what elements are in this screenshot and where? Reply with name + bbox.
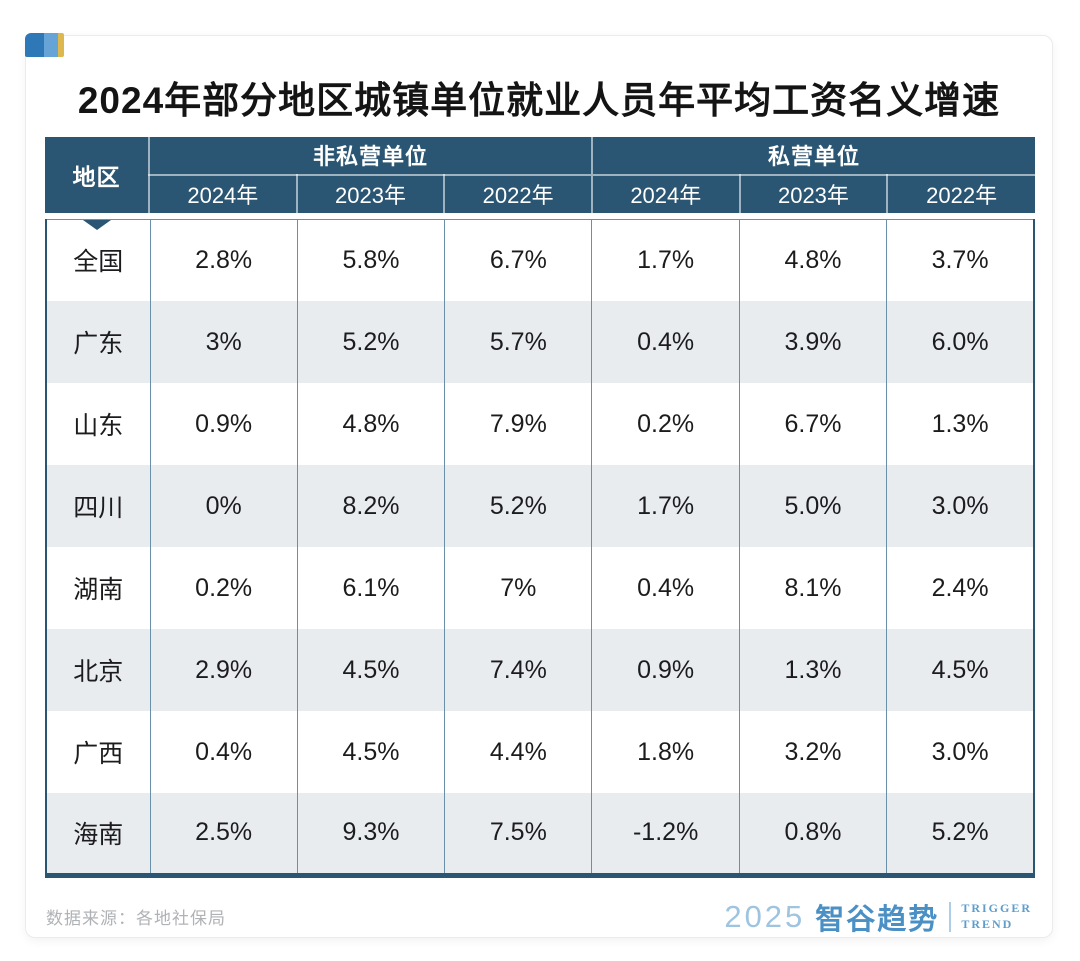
corner-flag-dark-blue-segment bbox=[25, 33, 44, 57]
value-cell: 2.4% bbox=[886, 547, 1034, 630]
value-cell: 4.5% bbox=[296, 629, 445, 712]
value-cell: 0% bbox=[149, 465, 298, 548]
value-cell: 6.0% bbox=[886, 301, 1034, 384]
region-cell: 四川 bbox=[73, 494, 124, 523]
value-cell: 4.8% bbox=[296, 383, 445, 466]
table-row: 北京 2.9% 4.5% 7.4% 0.9% 1.3% 4.5% bbox=[46, 629, 1034, 712]
value-cell: 0.2% bbox=[591, 383, 740, 466]
value-cell: 1.7% bbox=[591, 465, 740, 548]
value-cell: 6.1% bbox=[296, 547, 445, 630]
logo-brand-en: TRIGGER TREND bbox=[961, 901, 1032, 932]
value-cell: 1.8% bbox=[591, 711, 740, 794]
table-row: 广西 0.4% 4.5% 4.4% 1.8% 3.2% 3.0% bbox=[46, 711, 1034, 794]
table-row: 四川 0% 8.2% 5.2% 1.7% 5.0% 3.0% bbox=[46, 465, 1034, 548]
value-cell: -1.2% bbox=[591, 793, 740, 876]
logo-brand-cn: 智谷趋势 bbox=[815, 903, 940, 936]
value-cell: 0.4% bbox=[149, 711, 298, 794]
infographic-card: 2024年部分地区城镇单位就业人员年平均工资名义增速 地区 非私营单位 私营单位… bbox=[25, 33, 1053, 938]
value-cell: 8.2% bbox=[296, 465, 445, 548]
region-cell: 湖南 bbox=[73, 576, 124, 605]
region-cell: 全国 bbox=[73, 248, 124, 277]
value-cell: 0.4% bbox=[591, 301, 740, 384]
value-cell: 3.9% bbox=[738, 301, 887, 384]
value-cell: 6.7% bbox=[738, 383, 887, 466]
table-row: 湖南 0.2% 6.1% 7% 0.4% 8.1% 2.4% bbox=[46, 547, 1034, 630]
table-body: 全国 2.8% 5.8% 6.7% 1.7% 4.8% 3.7% 广东 3% 5… bbox=[45, 218, 1035, 878]
header-region: 地区 bbox=[45, 136, 149, 213]
corner-flag-gold-segment bbox=[58, 33, 64, 57]
brand-corner-flag-icon bbox=[25, 33, 64, 57]
table-row: 海南 2.5% 9.3% 7.5% -1.2% 0.8% 5.2% bbox=[46, 793, 1034, 876]
value-cell: 5.2% bbox=[296, 301, 445, 384]
value-cell: 4.5% bbox=[296, 711, 445, 794]
page-title: 2024年部分地区城镇单位就业人员年平均工资名义增速 bbox=[77, 80, 1001, 121]
value-cell: 5.2% bbox=[886, 793, 1034, 876]
table-body-wrap: 全国 2.8% 5.8% 6.7% 1.7% 4.8% 3.7% 广东 3% 5… bbox=[45, 218, 1035, 878]
logo-year: 2025 bbox=[724, 898, 806, 934]
header-year-row: 2024年 2023年 2022年 2024年 2023年 2022年 bbox=[45, 174, 1035, 213]
header-year-np-2024: 2024年 bbox=[148, 174, 297, 213]
value-cell: 0.9% bbox=[149, 383, 298, 466]
value-cell: 3.0% bbox=[886, 711, 1034, 794]
logo-divider bbox=[949, 901, 952, 932]
value-cell: 0.4% bbox=[591, 547, 740, 630]
value-cell: 5.7% bbox=[444, 301, 592, 384]
value-cell: 7.9% bbox=[444, 383, 592, 466]
region-cell: 山东 bbox=[73, 412, 124, 441]
header-year-p-2023: 2023年 bbox=[738, 174, 888, 213]
table-row: 山东 0.9% 4.8% 7.9% 0.2% 6.7% 1.3% bbox=[46, 383, 1034, 466]
logo-brand-en-line1: TRIGGER bbox=[961, 900, 1032, 915]
value-cell: 6.7% bbox=[444, 219, 592, 302]
value-cell: 0.2% bbox=[149, 547, 298, 630]
value-cell: 5.8% bbox=[296, 219, 445, 302]
source-note: 数据来源：各地社保局 bbox=[46, 909, 226, 929]
region-cell: 北京 bbox=[73, 658, 124, 687]
header-year-np-2022: 2022年 bbox=[443, 174, 592, 213]
value-cell: 2.5% bbox=[149, 793, 298, 876]
value-cell: 5.2% bbox=[444, 465, 592, 548]
region-cell: 海南 bbox=[73, 820, 124, 849]
table-header: 地区 非私营单位 私营单位 2024年 2023年 2022年 2024年 20… bbox=[45, 136, 1035, 213]
header-group-private: 私营单位 bbox=[590, 136, 1035, 176]
table-row: 广东 3% 5.2% 5.7% 0.4% 3.9% 6.0% bbox=[46, 301, 1034, 384]
value-cell: 3.0% bbox=[886, 465, 1034, 548]
value-cell: 7.5% bbox=[444, 793, 592, 876]
header-group-non-private: 非私营单位 bbox=[148, 136, 592, 176]
value-cell: 5.0% bbox=[738, 465, 887, 548]
value-cell: 3% bbox=[149, 301, 298, 384]
value-cell: 1.3% bbox=[738, 629, 887, 712]
header-year-np-2023: 2023年 bbox=[295, 174, 445, 213]
value-cell: 8.1% bbox=[738, 547, 887, 630]
region-column-pointer-icon bbox=[83, 219, 111, 230]
value-cell: 3.7% bbox=[886, 219, 1034, 302]
value-cell: 3.2% bbox=[738, 711, 887, 794]
value-cell: 0.8% bbox=[738, 793, 887, 876]
value-cell: 1.3% bbox=[886, 383, 1034, 466]
brand-logo: 2025 智谷趋势 TRIGGER TREND bbox=[724, 896, 1032, 938]
value-cell: 7.4% bbox=[444, 629, 592, 712]
wage-growth-table: 地区 非私营单位 私营单位 2024年 2023年 2022年 2024年 20… bbox=[45, 136, 1035, 878]
region-cell: 广东 bbox=[73, 330, 124, 359]
header-year-p-2022: 2022年 bbox=[886, 174, 1035, 213]
value-cell: 9.3% bbox=[296, 793, 445, 876]
value-cell: 4.5% bbox=[886, 629, 1034, 712]
table-row: 全国 2.8% 5.8% 6.7% 1.7% 4.8% 3.7% bbox=[46, 219, 1034, 302]
corner-flag-light-blue-segment bbox=[44, 33, 58, 57]
logo-brand-en-line2: TREND bbox=[961, 916, 1014, 931]
region-cell: 广西 bbox=[73, 740, 124, 769]
value-cell: 2.9% bbox=[149, 629, 298, 712]
value-cell: 7% bbox=[444, 547, 592, 630]
header-group-row: 地区 非私营单位 私营单位 bbox=[45, 136, 1035, 213]
value-cell: 4.8% bbox=[738, 219, 887, 302]
value-cell: 1.7% bbox=[591, 219, 740, 302]
footer: 数据来源：各地社保局 2025 智谷趋势 TRIGGER TREND bbox=[46, 896, 1032, 938]
header-year-p-2024: 2024年 bbox=[590, 174, 740, 213]
value-cell: 2.8% bbox=[149, 219, 298, 302]
value-cell: 0.9% bbox=[591, 629, 740, 712]
value-cell: 4.4% bbox=[444, 711, 592, 794]
